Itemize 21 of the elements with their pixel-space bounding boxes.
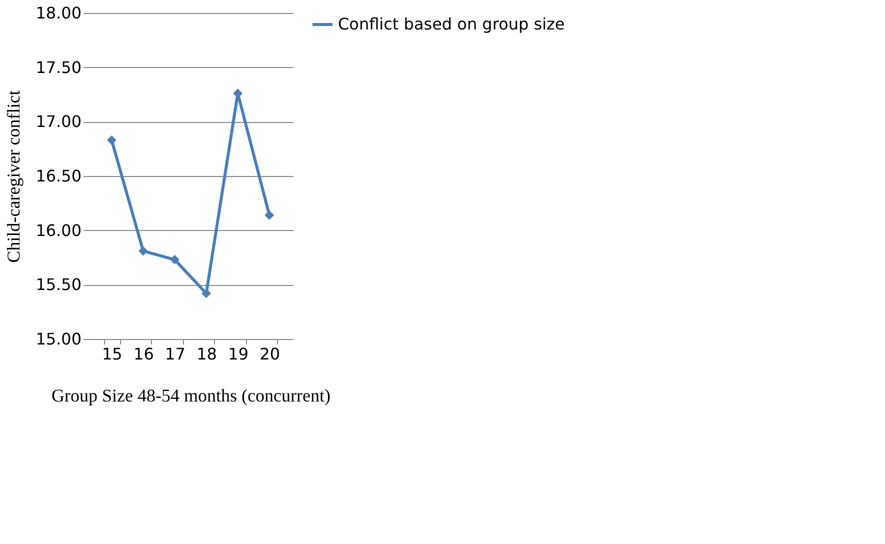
x-tick-label: 19 <box>228 344 248 364</box>
legend-label: Conflict based on group size <box>338 14 565 34</box>
x-tick-label: 15 <box>102 344 122 364</box>
y-tick-label: 17.50 <box>36 58 82 77</box>
y-tick-label: 17.00 <box>36 112 82 132</box>
x-tick-label: 17 <box>165 344 186 364</box>
y-axis-title: Child-caregiver conflict <box>4 90 24 263</box>
point <box>170 254 180 264</box>
point <box>106 135 116 145</box>
y-tick-label: 15.00 <box>36 330 82 348</box>
point <box>138 246 148 256</box>
point <box>264 210 274 220</box>
y-tick-label: 16.00 <box>36 220 82 240</box>
y-tick-label: 16.50 <box>36 166 82 186</box>
point <box>202 288 212 298</box>
x-axis-title: Group Size 48-54 months (concurrent) <box>52 386 330 406</box>
y-tick-label: 18.00 <box>36 4 82 22</box>
x-tick-label: 18 <box>196 344 217 364</box>
y-tick-label: 15.50 <box>36 275 82 294</box>
x-tick-label: 16 <box>134 344 154 364</box>
x-tick-label: 20 <box>260 344 280 364</box>
